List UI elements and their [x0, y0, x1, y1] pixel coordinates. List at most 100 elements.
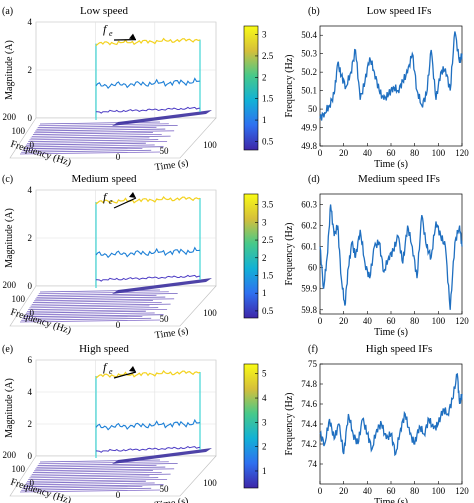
- z-tick-label: 4: [28, 387, 33, 397]
- panel-b: (b) Low speed IFs 0 20 40 60 80 100 120 49.8 49.9 5…: [284, 5, 469, 170]
- noise-trace: [24, 312, 155, 316]
- x-tick-label: 100: [432, 486, 446, 496]
- colorbar: [243, 25, 259, 151]
- x-tick-label: 0: [318, 148, 323, 158]
- x-tick-label: 40: [363, 148, 373, 158]
- noise-trace: [30, 135, 171, 139]
- colorbar-tick-label: 3: [262, 217, 267, 227]
- y-axis-label: Frequency (Hz): [284, 54, 295, 117]
- noise-trace: [38, 291, 169, 295]
- fundamental-ridge-trace: [95, 370, 201, 379]
- noise-trace: [19, 151, 161, 155]
- y-axis-label: Frequency (Hz): [284, 222, 295, 285]
- z-axis-label: Magnitude (A): [4, 40, 15, 100]
- x-tick-label: 120: [455, 148, 469, 158]
- fe-arrowhead: [129, 192, 136, 198]
- colorbar-tick-label: 2.5: [262, 51, 274, 61]
- noise-trace: [29, 475, 150, 479]
- chart-title: Low speed IFs: [367, 5, 432, 17]
- x-tick-label: 80: [410, 486, 420, 496]
- noise-trace: [19, 489, 161, 493]
- fe-annotation-sub: e: [109, 29, 113, 38]
- panel-label: (d): [308, 174, 320, 185]
- panel-c: (c) Medium speed 0 2 4 Magnitude (A) f e 0 50 100 T…: [2, 173, 274, 341]
- noise-trace: [35, 296, 166, 300]
- baseline-trace: [95, 106, 201, 114]
- baseline-trace: [95, 274, 201, 282]
- fe-arrowhead: [129, 366, 136, 372]
- colorbar-tick-label: 2: [262, 72, 267, 82]
- x-tick-label: 20: [339, 148, 349, 158]
- panel-d: (d) Medium speed IFs 0 20 40 60 80 100 120 59.8 59…: [284, 173, 469, 338]
- fe-arrowhead: [129, 33, 136, 40]
- x-tick-label: 100: [203, 478, 217, 488]
- noise-trace: [23, 314, 164, 318]
- x-tick-label: 50: [160, 484, 170, 494]
- colorbar-tick-label: 4: [262, 393, 267, 403]
- colorbar-tick-label: 2: [262, 253, 267, 263]
- panel-label: (e): [2, 344, 13, 355]
- noise-trace: [19, 319, 161, 323]
- y-tick-label: 75: [308, 359, 318, 369]
- x-axis-label: Time (s): [374, 159, 408, 170]
- noise-trace: [27, 479, 168, 482]
- y-tick-label: 200: [3, 112, 17, 122]
- x-axis-label: Time (s): [154, 496, 189, 503]
- colorbar-tick-label: 5: [262, 369, 267, 379]
- baseline-band: [112, 278, 212, 294]
- y-tick-label: 200: [3, 280, 17, 290]
- noise-trace: [25, 142, 146, 146]
- noise-trace: [22, 316, 143, 319]
- colorbar-tick-label: 3: [262, 30, 267, 40]
- y-tick-label: 100: [12, 126, 26, 136]
- colorbar-tick-label: 0.5: [262, 136, 274, 146]
- fe-annotation: f: [103, 190, 108, 204]
- y-tick-label: 100: [12, 464, 26, 474]
- x-tick-label: 60: [387, 148, 397, 158]
- z-tick-label: 0: [28, 113, 33, 123]
- noise-trace: [35, 128, 166, 132]
- noise-trace: [27, 141, 168, 144]
- y-tick-label: 50.1: [301, 86, 317, 96]
- x-tick-label: 0: [318, 486, 323, 496]
- fe-arrow: [113, 371, 137, 379]
- x-tick-label: 60: [387, 316, 397, 326]
- y-tick-label: 0: [30, 478, 35, 488]
- z-tick-label: 4: [28, 185, 33, 195]
- fe-annotation: f: [103, 360, 108, 374]
- z-tick-label: 0: [28, 451, 33, 461]
- y-tick-label: 49.8: [301, 141, 317, 151]
- secondary-trace: [95, 418, 201, 431]
- noise-trace: [38, 123, 169, 127]
- z-tick-label: 4: [28, 17, 33, 27]
- colorbar-tick-label: 1.5: [262, 270, 274, 280]
- x-tick-label: 120: [455, 486, 469, 496]
- x-tick-label: 120: [455, 316, 469, 326]
- noise-trace: [30, 473, 171, 477]
- y-tick-label: 60: [308, 263, 318, 273]
- y-tick-label: 74.4: [301, 419, 317, 429]
- y-tick-label: 59.8: [301, 305, 317, 315]
- noise-trace: [32, 300, 153, 303]
- noise-trace: [21, 487, 152, 491]
- panel-label: (a): [2, 6, 13, 17]
- x-tick-label: 50: [160, 146, 170, 156]
- noise-trace: [28, 477, 159, 481]
- noise-trace: [36, 126, 157, 130]
- colorbar-tick-label: 3.5: [262, 200, 274, 210]
- x-tick-label: 80: [410, 316, 420, 326]
- noise-trace: [24, 482, 155, 486]
- colorbar-tick-label: 1: [262, 466, 267, 476]
- noise-trace: [37, 293, 178, 296]
- if-series-line: [319, 204, 463, 310]
- x-axis-label: Time (s): [374, 327, 408, 338]
- baseline-band: [112, 448, 212, 464]
- y-tick-label: 74: [308, 459, 318, 469]
- panel-label: (f): [308, 344, 318, 355]
- y-tick-label: 60.3: [301, 200, 317, 210]
- noise-trace: [22, 148, 143, 151]
- x-axis-label: Time (s): [374, 497, 408, 503]
- fe-annotation-sub: e: [109, 197, 113, 206]
- panel-a: (a) Low speed 0 2 4 Magnitude (A) f e 0 50 100 Time…: [2, 5, 274, 173]
